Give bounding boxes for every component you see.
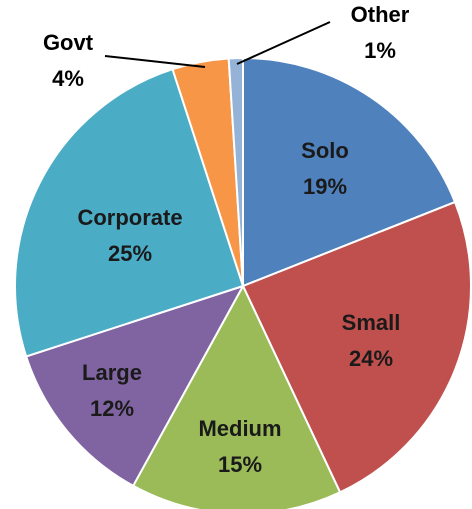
slice-percent-govt: 4%: [52, 66, 84, 91]
pie-slice-corporate: [14, 67, 245, 358]
pie-slice-large: [24, 284, 246, 488]
pie-slice-other: [227, 56, 244, 287]
leader-line-other: [236, 21, 331, 65]
slice-percent-solo: 19%: [303, 174, 347, 199]
slice-category-corporate: Corporate: [77, 205, 182, 230]
slice-percent-other: 1%: [364, 38, 396, 63]
leader-line-govt: [104, 55, 206, 68]
slice-category-govt: Govt: [43, 30, 94, 55]
slice-percent-corporate: 25%: [108, 241, 152, 266]
slice-label-solo: Solo 19%: [301, 138, 349, 199]
slice-category-large: Large: [82, 360, 142, 385]
slice-percent-small: 24%: [349, 346, 393, 371]
slice-percent-medium: 15%: [218, 452, 262, 477]
pie-slice-small: [241, 200, 472, 494]
pie-slice-solo: [242, 56, 457, 288]
slice-label-large: Large 12%: [82, 360, 142, 421]
slice-label-other: Other 1%: [351, 2, 410, 63]
slice-label-govt: Govt 4%: [43, 30, 94, 91]
slices-layer: [14, 56, 472, 509]
slice-category-small: Small: [342, 310, 401, 335]
slice-category-solo: Solo: [301, 138, 349, 163]
slice-label-medium: Medium 15%: [198, 416, 281, 477]
pie-slice-medium: [131, 283, 342, 509]
leader-lines-layer: [104, 21, 331, 68]
labels-layer: Solo 19% Small 24% Medium 15% Large 12% Corporat…: [43, 2, 410, 477]
slice-label-corporate: Corporate 25%: [77, 205, 182, 266]
slice-percent-large: 12%: [90, 396, 134, 421]
slice-label-small: Small 24%: [342, 310, 401, 371]
slice-category-other: Other: [351, 2, 410, 27]
slice-category-medium: Medium: [198, 416, 281, 441]
